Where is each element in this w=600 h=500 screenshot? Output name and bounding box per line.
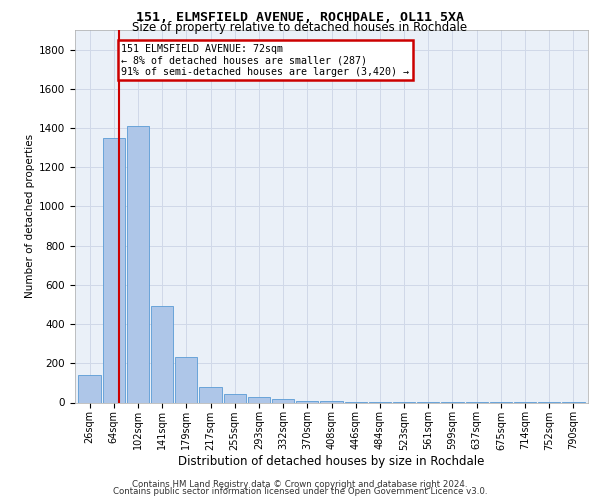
Bar bbox=[199, 387, 221, 402]
Y-axis label: Number of detached properties: Number of detached properties bbox=[25, 134, 35, 298]
Text: Contains public sector information licensed under the Open Government Licence v3: Contains public sector information licen… bbox=[113, 488, 487, 496]
Text: 151, ELMSFIELD AVENUE, ROCHDALE, OL11 5XA: 151, ELMSFIELD AVENUE, ROCHDALE, OL11 5X… bbox=[136, 11, 464, 24]
Bar bbox=[296, 400, 319, 402]
Bar bbox=[103, 138, 125, 402]
Bar bbox=[127, 126, 149, 402]
Bar bbox=[175, 358, 197, 403]
Text: Size of property relative to detached houses in Rochdale: Size of property relative to detached ho… bbox=[133, 22, 467, 35]
Bar bbox=[151, 306, 173, 402]
Bar bbox=[79, 375, 101, 402]
Bar bbox=[320, 400, 343, 402]
X-axis label: Distribution of detached houses by size in Rochdale: Distribution of detached houses by size … bbox=[178, 455, 485, 468]
Text: 151 ELMSFIELD AVENUE: 72sqm
← 8% of detached houses are smaller (287)
91% of sem: 151 ELMSFIELD AVENUE: 72sqm ← 8% of deta… bbox=[121, 44, 409, 77]
Text: Contains HM Land Registry data © Crown copyright and database right 2024.: Contains HM Land Registry data © Crown c… bbox=[132, 480, 468, 489]
Bar bbox=[224, 394, 246, 402]
Bar bbox=[248, 396, 270, 402]
Bar bbox=[272, 398, 294, 402]
